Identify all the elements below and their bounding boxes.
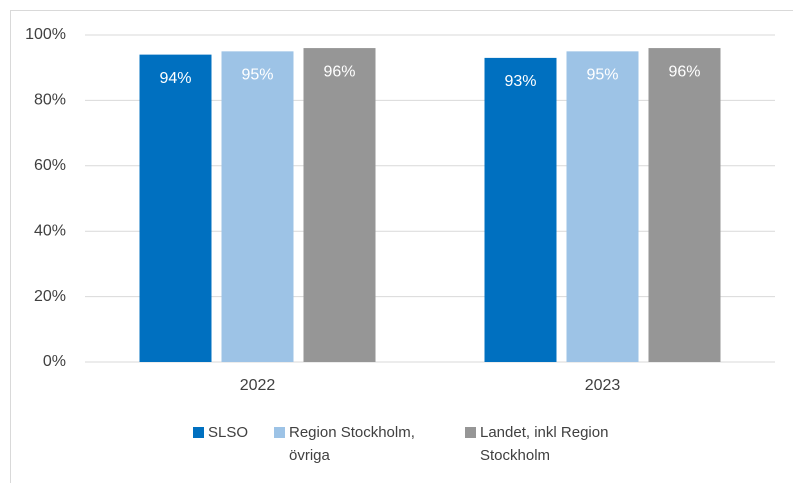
- value-label: 96%: [668, 63, 700, 80]
- value-label: 93%: [504, 73, 536, 90]
- y-tick-label: 40%: [34, 222, 66, 239]
- legend-swatch: [193, 427, 204, 438]
- y-tick-label: 0%: [43, 353, 66, 370]
- bar: [303, 48, 376, 363]
- value-label: 96%: [323, 63, 355, 80]
- bar: [566, 51, 639, 362]
- legend-label: Landet, inkl Region Stockholm: [480, 424, 609, 464]
- legend-swatch: [274, 427, 285, 438]
- value-label: 95%: [586, 67, 618, 84]
- bar: [484, 57, 557, 362]
- value-label: 94%: [159, 70, 191, 87]
- x-tick-label: 2022: [240, 377, 276, 394]
- bar: [648, 48, 721, 363]
- legend-label: Region Stockholm, övriga: [289, 424, 415, 464]
- y-tick-label: 80%: [34, 92, 66, 109]
- legend-label: SLSO: [208, 424, 249, 441]
- y-tick-label: 60%: [34, 157, 66, 174]
- x-tick-label: 2023: [585, 377, 621, 394]
- y-tick-label: 100%: [25, 26, 66, 43]
- y-tick-label: 20%: [34, 288, 66, 305]
- bar: [139, 54, 212, 363]
- value-label: 95%: [241, 67, 273, 84]
- legend-swatch: [465, 427, 476, 438]
- bar: [221, 51, 294, 362]
- frame: [10, 10, 793, 483]
